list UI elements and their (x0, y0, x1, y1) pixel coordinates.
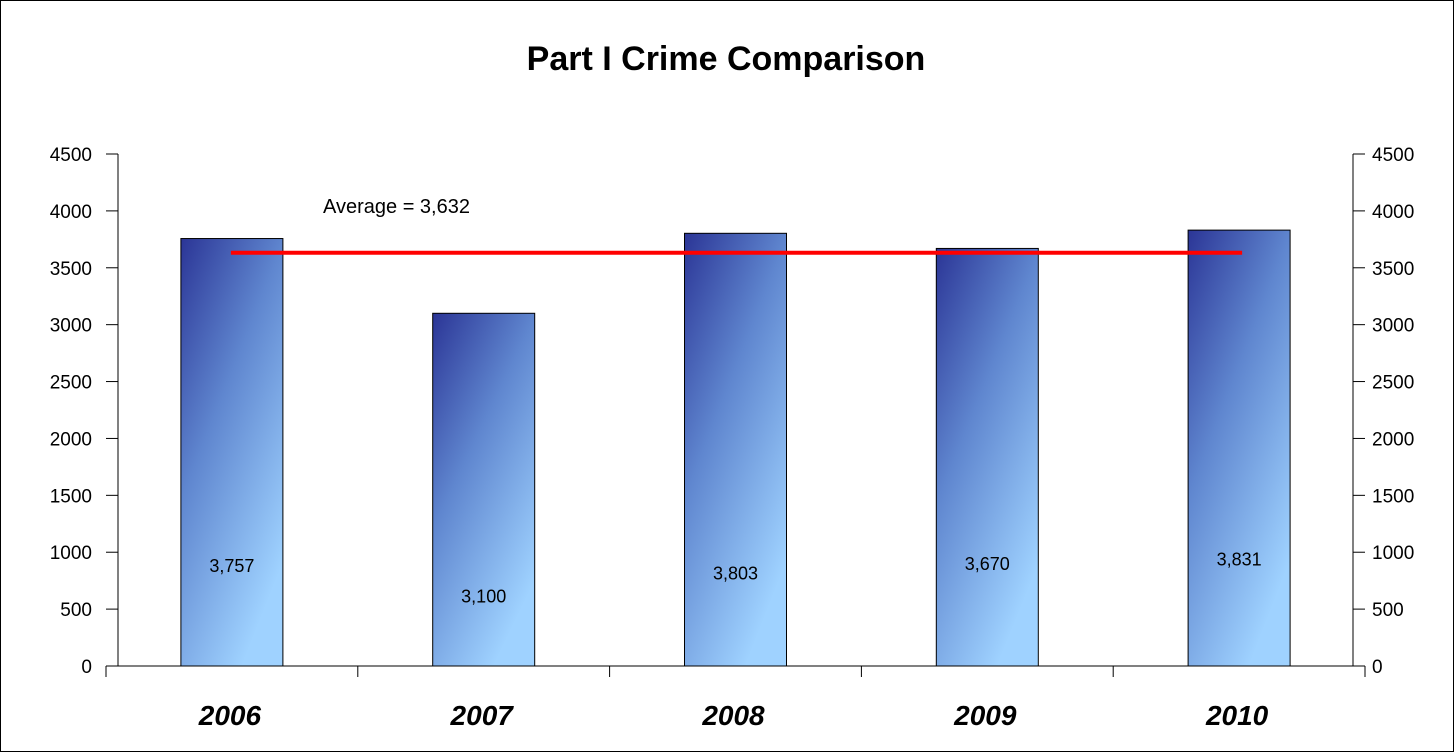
x-category-label-2010: 2010 (1205, 700, 1269, 731)
y-tick-label-left: 2500 (50, 373, 92, 394)
bar-2007 (432, 312, 536, 667)
chart-title: Part I Crime Comparison (526, 40, 926, 78)
y-tick-label-left: 3500 (50, 259, 92, 280)
y-tick-label-right: 2000 (1372, 429, 1414, 450)
x-category-label-2008: 2008 (701, 700, 765, 731)
x-category-label-2006: 2006 (198, 700, 262, 731)
y-tick-label-right: 3500 (1372, 259, 1414, 280)
y-tick-label-left: 1000 (50, 543, 92, 564)
bar-2006 (180, 238, 284, 667)
bar-2008 (684, 232, 787, 667)
x-category-label-2007: 2007 (450, 700, 515, 731)
y-tick-label-right: 4000 (1372, 202, 1414, 223)
y-tick-label-right: 0 (1372, 657, 1383, 678)
y-tick-label-left: 4000 (50, 202, 92, 223)
y-tick-label-left: 500 (60, 600, 92, 621)
y-tick-label-right: 1000 (1372, 543, 1414, 564)
data-label-2010: 3,831 (1217, 550, 1262, 570)
y-tick-label-left: 4500 (50, 145, 92, 166)
data-label-2009: 3,670 (965, 554, 1010, 574)
y-tick-label-right: 500 (1372, 600, 1404, 621)
data-label-2008: 3,803 (713, 563, 758, 583)
bar-2010 (1187, 229, 1291, 667)
bar-2009 (935, 247, 1039, 667)
y-tick-label-left: 2000 (50, 429, 92, 450)
data-label-2006: 3,757 (209, 556, 254, 576)
y-tick-label-right: 4500 (1372, 145, 1414, 166)
y-tick-label-left: 1500 (50, 486, 92, 507)
average-annotation: Average = 3,632 (323, 196, 470, 218)
x-category-label-2009: 2009 (953, 700, 1017, 731)
y-tick-label-left: 3000 (50, 316, 92, 337)
y-tick-label-right: 3000 (1372, 316, 1414, 337)
data-label-2007: 3,100 (461, 587, 506, 607)
y-tick-label-right: 2500 (1372, 373, 1414, 394)
y-tick-label-right: 1500 (1372, 486, 1414, 507)
y-tick-label-left: 0 (81, 657, 92, 678)
